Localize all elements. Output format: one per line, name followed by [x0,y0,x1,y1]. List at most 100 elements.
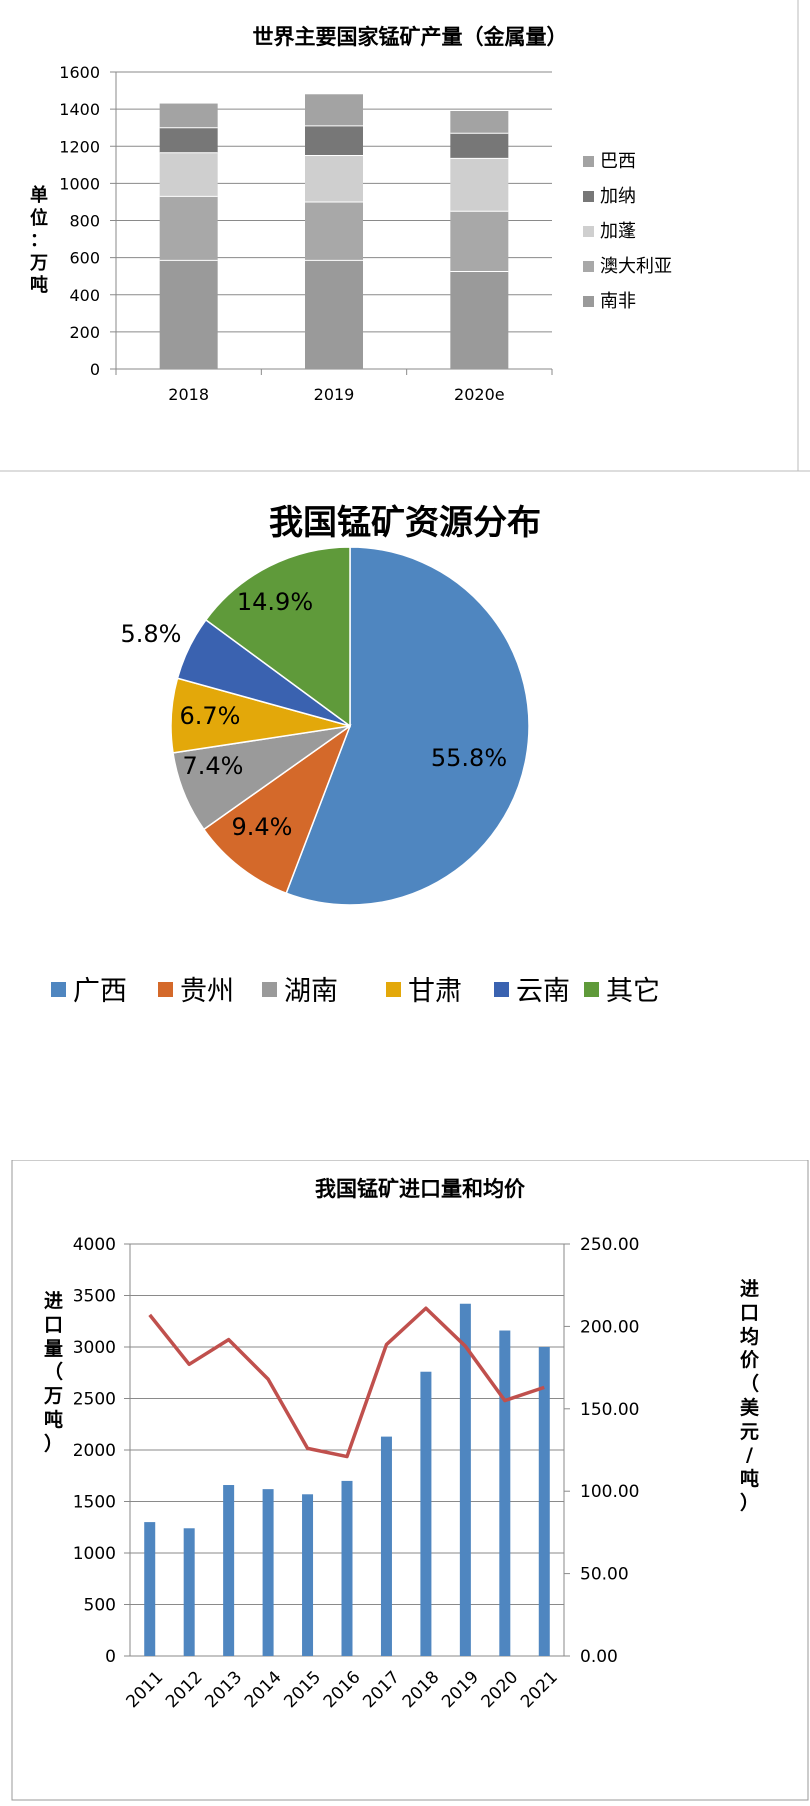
y-tick-label: 1600 [59,63,100,82]
chart-title: 世界主要国家锰矿产量（金属量） [253,25,568,49]
legend-swatch [583,261,594,272]
legend-label: 其它 [606,976,660,1007]
bar-segment [305,125,363,156]
x-tick-label: 2011 [123,1667,168,1712]
pie-value-label: 55.8% [431,744,507,772]
x-tick-label: 2012 [162,1667,207,1712]
pie-slice [202,723,352,895]
y-tick-label: 4000 [73,1235,116,1255]
chart-title: 我国锰矿进口量和均价 [315,1177,526,1201]
y-axis-label: 进口量（万吨） [44,1290,64,1455]
bar-segment [450,158,509,212]
legend-label: 加纳 [600,186,636,207]
y-tick-labels: 0 200 400 600 800 1000 1200 1400 1600 [59,63,100,379]
bar-segment [159,127,218,153]
bar-segment [159,196,218,261]
bar-segment [450,110,509,134]
pie-value-label: 7.4% [183,752,244,780]
y-tick-label: 600 [69,249,100,268]
import-volume-bar [183,1528,195,1656]
bar-segment [305,155,363,202]
x-tick-label: 2014 [241,1667,286,1712]
import-volume-bars [144,1303,550,1656]
legend-swatch [583,156,594,167]
legend-swatch [583,191,594,202]
x-tick-label: 2017 [359,1667,404,1712]
chart-title: 我国锰矿资源分布 [269,503,541,543]
y-tick-label: 0 [105,1647,116,1667]
legend-label: 澳大利亚 [600,256,672,277]
legend-label: 广西 [73,976,127,1007]
y-tick-label: 2000 [73,1441,116,1461]
legend-swatch [584,982,599,997]
y-tick-label: 3500 [73,1287,116,1307]
legend-swatch [583,296,594,307]
legend-label: 巴西 [600,151,636,172]
pie-value-labels: 55.8% 9.4% 7.4% 6.7% 5.8% 14.9% [121,588,508,841]
legend-label: 甘肃 [408,976,462,1007]
legend-swatch [386,982,401,997]
x-tick-label: 2019 [314,385,355,404]
x-tick-label: 2020 [478,1667,523,1712]
legend-swatch [51,982,66,997]
legend-swatch [262,982,277,997]
x-tick-labels: 2011201220132014201520162017201820192020… [123,1667,562,1712]
import-volume-bar [302,1494,314,1656]
legend-swatch [583,226,594,237]
legend-swatch [158,982,173,997]
y-tick-label: 200 [69,323,100,342]
legend-label: 贵州 [180,976,234,1007]
x-tick-label: 2019 [438,1667,483,1712]
x-tick-label: 2021 [517,1667,562,1712]
y-tick-label: 500 [84,1596,116,1616]
y2-tick-label: 150.00 [580,1400,639,1420]
pie-value-label: 14.9% [237,588,313,616]
import-volume-bar [223,1485,235,1656]
production-chart: 世界主要国家锰矿产量（金属量） 0 200 400 600 800 1000 1200 140… [0,0,810,472]
import-volume-bar [499,1330,511,1656]
y2-tick-label: 100.00 [580,1482,639,1502]
bar-segment [159,152,218,197]
y2-tick-label: 50.00 [580,1565,629,1585]
import-volume-bar [262,1489,274,1656]
import-volume-bar [420,1371,432,1656]
distribution-chart: 我国锰矿资源分布 55.8% 9.4% 7.4% 6.7% 5.8% 14.9% 广西 贵州… [51,503,660,1007]
legend-label: 南非 [600,291,636,312]
bar-segment [305,260,363,369]
production-chart-panel: 世界主要国家锰矿产量（金属量） 0 200 400 600 800 1000 1200 140… [0,0,810,476]
bar-segment [450,133,509,159]
legend-label: 湖南 [284,976,338,1007]
y-tick-label: 1000 [59,174,100,193]
distribution-chart-panel: 我国锰矿资源分布 55.8% 9.4% 7.4% 6.7% 5.8% 14.9% 广西 贵州… [0,476,810,1166]
import-volume-bar [380,1436,392,1656]
legend: 广西 贵州 湖南 甘肃 云南 其它 [51,976,660,1007]
chart-frame [11,1159,809,1801]
y2-tick-label: 250.00 [580,1235,639,1255]
y-tick-label: 800 [69,212,100,231]
pie-value-label: 6.7% [180,702,241,730]
y-tick-label: 3000 [73,1338,116,1358]
pie-slice [285,546,530,906]
y-axis-label: 单位：万吨 [30,185,48,296]
y2-tick-labels: 0.00 50.00 100.00 150.00 200.00 250.00 [580,1235,639,1667]
y-tick-label: 1400 [59,100,100,119]
x-tick-label: 2018 [168,385,209,404]
x-tick-label: 2013 [201,1667,246,1712]
legend-label: 云南 [516,976,570,1007]
import-volume-bar [144,1522,156,1656]
import-volume-bar [341,1480,353,1656]
pie-slice [204,546,351,728]
bar-segment [450,211,509,272]
bar-segment [159,260,218,369]
y2-tick-label: 200.00 [580,1317,639,1337]
y-tick-label: 2500 [73,1390,116,1410]
bar-segment [305,201,363,261]
import-chart-panel: 我国锰矿进口量和均价 0 500 1000 1500 2000 2500 3000 3500 4… [0,1159,810,1802]
legend-swatch [494,982,509,997]
pie-value-label: 9.4% [232,813,293,841]
y-tick-labels: 0 500 1000 1500 2000 2500 3000 3500 4000 [73,1235,116,1667]
price-line [148,1306,545,1459]
bar-segment [450,271,509,369]
bar-segment [159,103,218,128]
